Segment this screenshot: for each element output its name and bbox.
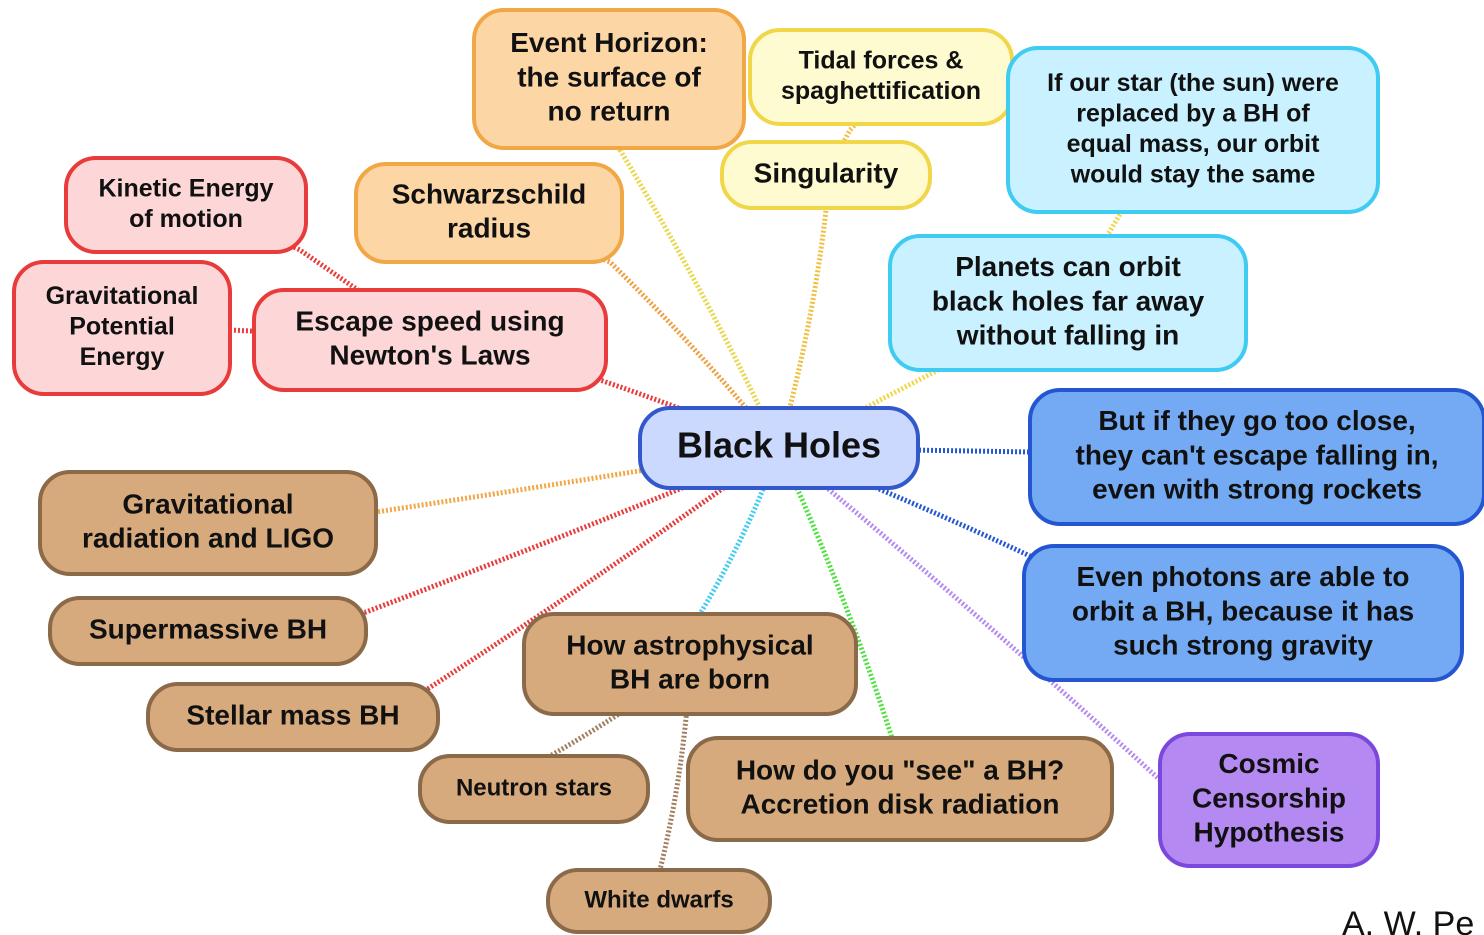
node-label: Kinetic Energy — [98, 174, 273, 202]
node-box — [1022, 544, 1464, 682]
node-label: Event Horizon: — [510, 27, 708, 58]
node-box — [48, 596, 368, 666]
node-label: Stellar mass BH — [186, 699, 399, 730]
node-label: How do you "see" a BH? — [736, 754, 1064, 785]
node-box — [686, 736, 1114, 842]
node-box — [522, 612, 858, 716]
node-box — [354, 162, 624, 264]
node-label: replaced by a BH of — [1076, 99, 1310, 127]
node-label: Even photons are able to — [1077, 561, 1410, 592]
node-label: Black Holes — [677, 425, 881, 466]
node-label: Censorship — [1192, 782, 1346, 813]
node-label: Cosmic — [1218, 748, 1319, 779]
node-label: Tidal forces & — [799, 46, 964, 74]
node-label: But if they go too close, — [1098, 405, 1415, 436]
nodes: Black Holes Event Horizon:the surface of n… — [12, 8, 1484, 934]
node-label: black holes far away — [932, 285, 1205, 316]
node-box — [1158, 732, 1380, 868]
node-label: radius — [447, 212, 531, 243]
node-box — [546, 868, 772, 934]
connector — [292, 445, 781, 720]
node-box — [252, 288, 608, 392]
node-label: Planets can orbit — [955, 251, 1181, 282]
node-box — [1006, 46, 1380, 214]
node-label: Gravitational — [122, 488, 293, 519]
connector — [687, 447, 782, 665]
node-label: If our star (the sun) were — [1047, 69, 1339, 97]
node-label: the surface of — [517, 61, 701, 92]
node-label: radiation and LIGO — [82, 522, 334, 553]
node-box — [1028, 388, 1484, 526]
node-label: Energy — [80, 343, 165, 371]
node-box — [38, 470, 378, 576]
node-label: orbit a BH, because it has — [1072, 595, 1414, 626]
node-label: BH are born — [610, 663, 770, 694]
node-box — [638, 406, 920, 490]
node-label: How astrophysical — [566, 629, 813, 660]
node-label: Escape speed using — [295, 305, 564, 336]
node-label: Singularity — [754, 157, 899, 188]
node-box — [472, 8, 746, 150]
node-label: Newton's Laws — [329, 339, 530, 370]
node-label: Accretion disk radiation — [741, 788, 1060, 819]
node-label: even with strong rockets — [1092, 474, 1422, 505]
node-box — [12, 260, 232, 396]
connector — [778, 445, 1244, 616]
credit: A. W. Pe — [1342, 905, 1474, 935]
node-box — [146, 682, 440, 752]
node-label: Potential — [69, 313, 175, 341]
node-label: of motion — [129, 205, 243, 233]
node-label: equal mass, our orbit — [1067, 130, 1321, 158]
node-label: without falling in — [956, 320, 1179, 351]
node-label: Hypothesis — [1194, 817, 1345, 848]
node-box — [888, 234, 1248, 372]
node-label: Neutron stars — [456, 774, 612, 801]
node-label: Gravitational — [46, 282, 199, 310]
node-label: they can't escape falling in, — [1076, 439, 1439, 470]
node-label: no return — [548, 96, 671, 127]
node-box — [64, 156, 308, 254]
node-label: spaghettification — [781, 77, 981, 105]
node-label: would stay the same — [1070, 160, 1316, 188]
node-label: Schwarzschild — [392, 178, 587, 209]
node-box — [720, 140, 932, 210]
node-box — [418, 754, 650, 824]
node-label: Supermassive BH — [89, 613, 327, 644]
node-label: such strong gravity — [1113, 630, 1373, 661]
node-label: White dwarfs — [584, 886, 733, 913]
